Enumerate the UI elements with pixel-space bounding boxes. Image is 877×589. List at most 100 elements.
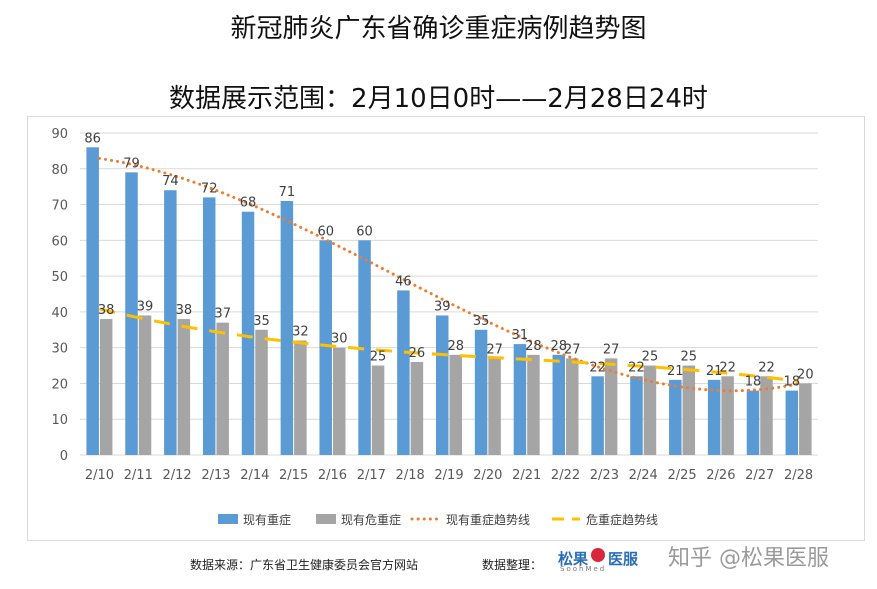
data-label-severe: 39 [434,299,451,314]
logo-mark-icon [591,548,605,562]
data-label-critical: 25 [642,350,659,365]
data-label-severe: 22 [589,360,606,375]
trendline-critical [99,307,799,383]
y-tick-label: 10 [51,413,68,428]
data-label-critical: 28 [525,339,542,354]
x-tick-label: 2/24 [629,468,658,483]
soohmed-logo: 松果 医服 SoohMed [558,546,644,576]
y-tick-label: 0 [60,449,68,464]
bar-critical [643,365,657,455]
bar-critical [721,376,734,455]
data-label-severe: 79 [123,156,140,171]
data-label-severe: 86 [84,131,101,146]
data-label-severe: 18 [784,375,801,390]
bar-critical [99,319,113,455]
chart-area: 0 10 20 30 40 50 60 70 80 90 2/10 2/11 2/12 2/13 2/14 2… [27,116,865,541]
bar-critical [410,361,424,455]
bar-critical [604,358,618,455]
x-tick-label: 2/13 [201,468,230,483]
bar-critical [682,365,696,455]
y-tick-label: 30 [51,342,68,357]
bar-severe [241,211,255,455]
data-label-critical: 20 [797,367,814,382]
chart-title: 新冠肺炎广东省确诊重症病例趋势图 [230,14,647,44]
y-tick-label: 20 [51,377,68,392]
data-label-critical: 25 [370,350,387,365]
data-label-severe: 72 [201,181,218,196]
bar-critical [138,315,152,455]
bar-severe [552,354,566,455]
data-label-critical: 26 [409,346,426,361]
data-label-critical: 39 [137,299,154,314]
bar-critical [294,340,307,455]
x-tick-label: 2/12 [163,468,192,483]
x-tick-label: 2/14 [240,468,269,483]
x-tick-label: 2/10 [85,468,114,483]
data-label-critical: 35 [253,314,270,329]
data-label-critical: 22 [758,360,775,375]
data-label-severe: 28 [551,339,568,354]
y-tick-label: 90 [51,127,68,142]
bar-severe [513,344,527,455]
bar-critical [527,354,540,455]
data-label-severe: 35 [473,314,490,329]
bar-severe [669,379,682,455]
bar-severe [319,240,332,455]
data-organizer-label: 数据整理： [482,558,543,572]
y-tick-label: 70 [51,199,68,214]
bar-severe [397,290,410,455]
data-label-critical: 27 [564,342,581,357]
legend-swatch-critical [316,514,336,524]
x-tick-label: 2/20 [473,468,502,483]
bar-critical [371,365,385,455]
bar-critical [799,383,812,455]
data-label-critical: 32 [292,325,309,340]
data-label-critical: 27 [603,342,620,357]
data-label-severe: 60 [317,224,334,239]
x-tick-label: 2/17 [357,468,386,483]
data-label-severe: 21 [706,364,723,379]
date-range-subtitle: 数据展示范围：2月10日0时——2月28日24时 [169,84,708,114]
x-tick-label: 2/21 [512,468,541,483]
y-tick-label: 40 [51,306,68,321]
data-label-severe: 18 [745,375,762,390]
data-label-critical: 38 [98,303,115,318]
bar-critical [332,347,346,455]
bar-severe [280,200,294,455]
bar-severe [436,315,449,455]
chart-svg: 0 10 20 30 40 50 60 70 80 90 2/10 2/11 2/12 2/13 2/14 2… [51,127,818,527]
bar-critical [449,354,462,455]
bar-severe [630,376,643,455]
legend-swatch-severe [218,514,238,524]
legend-label-critical: 现有危重症 [341,512,401,527]
x-tick-label: 2/15 [279,468,308,483]
x-tick-label: 2/22 [551,468,580,483]
data-label-severe: 21 [667,364,684,379]
data-label-critical: 37 [214,307,231,322]
y-tick-label: 50 [51,270,68,285]
logo-subtitle: SoohMed [560,565,607,573]
bar-critical [177,319,191,455]
x-tick-label: 2/18 [396,468,425,483]
data-label-critical: 25 [681,350,698,365]
data-label-critical: 30 [331,332,348,347]
data-label-severe: 60 [356,224,373,239]
data-label-severe: 74 [162,174,179,189]
bar-severe [591,376,604,455]
data-label-severe: 68 [240,196,257,211]
bar-critical [216,322,229,455]
y-tick-label: 60 [51,234,68,249]
legend-label-critical-trend: 危重症趋势线 [586,512,658,527]
y-tick-label: 80 [51,163,68,178]
x-tick-label: 2/19 [434,468,463,483]
x-tick-label: 2/25 [667,468,696,483]
data-label-severe: 22 [628,360,645,375]
trendline-severe [97,156,801,393]
bar-severe [202,197,216,455]
bar-severe [358,240,371,455]
bar-critical [566,358,579,455]
legend-label-severe: 现有重症 [243,512,291,527]
bar-severe [746,390,760,455]
bar-severe [86,147,99,456]
data-label-severe: 46 [395,274,412,289]
